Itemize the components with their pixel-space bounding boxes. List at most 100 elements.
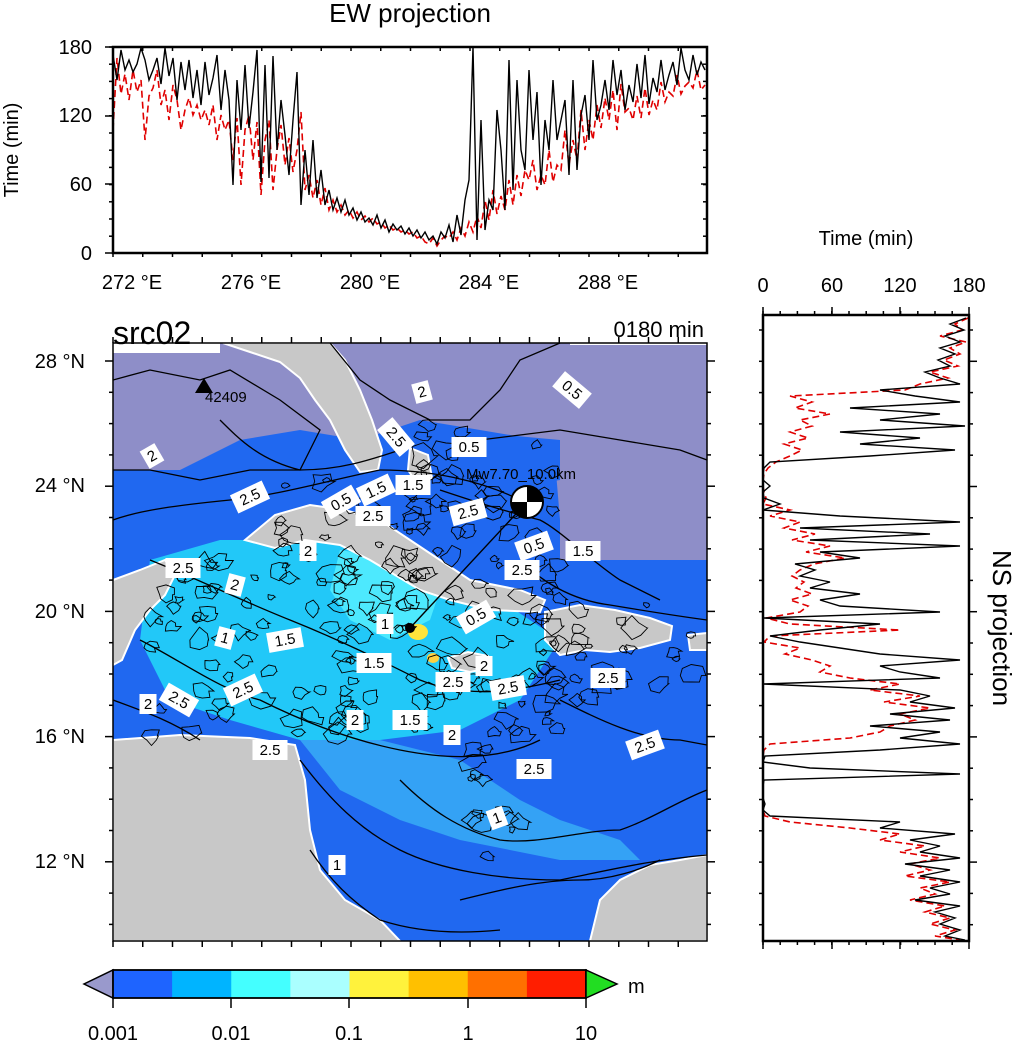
ew-y-tick-60: 60 [70, 174, 92, 196]
colorbar-segment [349, 970, 410, 998]
colorbar-segment [467, 970, 528, 998]
contour-label: 2.5 [448, 497, 488, 527]
lat-tick-28: 28 °N [35, 351, 85, 373]
ns-x-tick-120: 120 [883, 275, 916, 297]
contour-label: 0.5 [514, 530, 554, 562]
contour-label: 2.5 [504, 560, 540, 580]
ns-x-tick-60: 60 [821, 275, 843, 297]
ns-red-dashed-trace [763, 317, 969, 941]
contour-label: 1.5 [355, 473, 397, 507]
colorbar-segments [113, 970, 587, 998]
contour-label: 2.5 [489, 675, 527, 701]
contour-label: 2 [475, 656, 493, 676]
contour-label-text: 2 [144, 696, 152, 713]
lat-tick-20: 20 °N [35, 601, 85, 623]
contour-label: 2.5 [590, 668, 626, 688]
cbar-tick-1: 0.01 [212, 1023, 251, 1043]
contour-label-text: 1.5 [273, 630, 296, 650]
contour-label: 1 [214, 626, 236, 650]
contour-label-text: 2.5 [363, 508, 384, 525]
contour-label: 2.5 [355, 506, 391, 526]
colorbar-segment [290, 970, 350, 998]
ew-title: EW projection [329, 0, 491, 28]
ew-x-tick-labels: 272 °E 276 °E 280 °E 284 °E 288 °E [102, 272, 638, 294]
contour-label-text: 1 [381, 616, 389, 633]
ew-x-tick-272: 272 °E [102, 272, 162, 294]
ew-ylabel: Time (min) [1, 103, 23, 198]
contour-label-text: 1.5 [400, 712, 421, 729]
ew-y-tick-0: 0 [81, 243, 92, 265]
ns-projection-panel: Time (min) 0 60 120 180 NS projection [757, 228, 1017, 949]
contour-label: 2 [443, 725, 461, 745]
wave-hotspot-yellow-2 [427, 653, 439, 663]
event-label: Mw7.70_10.0km [466, 466, 576, 483]
ew-x-tick-280: 280 °E [340, 272, 400, 294]
ew-x-tick-288: 288 °E [578, 272, 638, 294]
contour-label-text: 2.5 [173, 560, 194, 577]
contour-label: 2 [299, 541, 317, 561]
contour-label-text: 2.5 [632, 734, 657, 757]
contour-label: 2.5 [222, 673, 264, 707]
station-triangle-icon [195, 378, 213, 393]
lat-tick-16: 16 °N [35, 726, 85, 748]
ew-projection-panel: EW projection Time (min) 0 60 120 180 27… [1, 0, 709, 294]
map-ticks [105, 337, 715, 947]
ew-x-tick-276: 276 °E [221, 272, 281, 294]
contour-label-text: 1.5 [573, 543, 594, 560]
colorbar-segment [408, 970, 469, 998]
contour-label: 0.5 [451, 437, 487, 457]
contour-label-text: 2 [304, 543, 312, 560]
colorbar-over-arrow [585, 968, 619, 1000]
ns-black-solid-trace [763, 317, 967, 941]
ew-y-tick-labels: 0 60 120 180 [59, 37, 92, 265]
cbar-tick-3: 1 [462, 1023, 473, 1043]
contour-label: 1.5 [395, 475, 431, 495]
contour-label: 1 [328, 855, 346, 875]
ns-title: NS projection [987, 550, 1017, 706]
ew-x-tick-284: 284 °E [459, 272, 519, 294]
time-label-box [570, 315, 707, 345]
colorbar: m 0.001 0.01 0.1 1 10 [82, 968, 645, 1043]
epicenter-dot [405, 623, 415, 633]
contour-label-text: 0.5 [459, 439, 480, 456]
contour-label: 2.5 [435, 672, 471, 692]
focal-mechanism-icon [510, 485, 544, 519]
source-label-box [108, 315, 220, 353]
time-label: 0180 min [613, 317, 704, 342]
cbar-tick-2: 0.1 [335, 1023, 363, 1043]
contour-label: 1 [376, 614, 394, 634]
colorbar-under-arrow [82, 968, 114, 1000]
puerto-rico-land [686, 631, 707, 651]
colorbar-segment [172, 970, 232, 998]
contour-label: 2.5 [252, 740, 288, 760]
florida-land [222, 343, 384, 474]
land-masses [113, 343, 707, 941]
contour-label-text: 1 [424, 319, 438, 338]
contour-label: 2 [139, 694, 157, 714]
contour-label: 2 [224, 573, 246, 597]
contour-label-text: 2.5 [260, 742, 281, 759]
contour-label-text: 2.5 [456, 502, 481, 524]
contour-label: 2.5 [625, 729, 665, 761]
colorbar-tick-labels: 0.001 0.01 0.1 1 10 [88, 1023, 597, 1043]
ns-ticks [759, 307, 977, 949]
contour-label: 1.5 [266, 627, 304, 653]
ns-xlabel: Time (min) [819, 228, 914, 250]
south-america-land [588, 853, 707, 941]
contour-label: 2 [346, 710, 364, 730]
lat-tick-12: 12 °N [35, 851, 85, 873]
ew-frame [111, 45, 709, 255]
contour-label: 2.5 [165, 558, 201, 578]
contour-label-text: 2.5 [443, 674, 464, 691]
colorbar-segment [231, 970, 291, 998]
colorbar-unit: m [628, 976, 645, 998]
ew-y-tick-180: 180 [59, 37, 92, 59]
contour-label-text: 1.5 [364, 655, 385, 672]
contour-label: 1.5 [356, 653, 392, 673]
ns-x-tick-0: 0 [757, 275, 768, 297]
contour-label-text: 2.5 [524, 761, 545, 778]
map-panel: 12 0.52.5 0.522.5 1.51.50.5 2.52.50.5 1.52.52… [35, 315, 715, 947]
contour-label-text: 1 [333, 857, 341, 874]
contour-label: 2 [411, 380, 433, 404]
